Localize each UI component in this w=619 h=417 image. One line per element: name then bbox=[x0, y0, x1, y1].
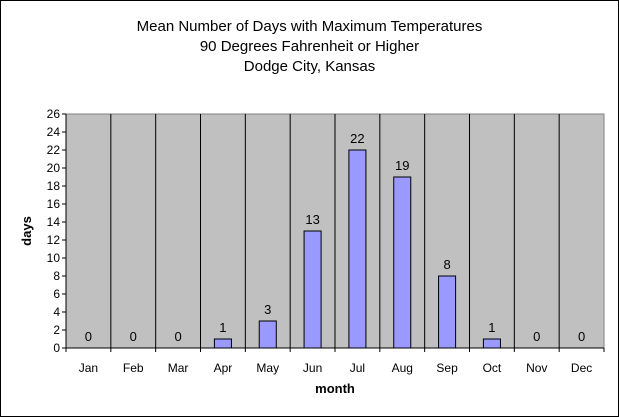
data-label-mar: 0 bbox=[174, 329, 181, 344]
data-label-oct: 1 bbox=[488, 320, 495, 335]
bar-may bbox=[258, 320, 277, 349]
x-tick-label-aug: Aug bbox=[392, 361, 413, 375]
data-label-dec: 0 bbox=[578, 329, 585, 344]
y-tick-label: 22 bbox=[47, 143, 61, 157]
x-tick-label-nov: Nov bbox=[526, 361, 547, 375]
chart-title-line-3: Dodge City, Kansas bbox=[243, 58, 376, 75]
x-tick-label-may: May bbox=[256, 361, 279, 375]
x-tick-label-apr: Apr bbox=[214, 361, 233, 375]
data-label-feb: 0 bbox=[130, 329, 137, 344]
x-tick-label-jul: Jul bbox=[350, 361, 365, 375]
y-tick-label: 18 bbox=[47, 179, 61, 193]
x-tick-label-dec: Dec bbox=[571, 361, 592, 375]
y-tick-label: 10 bbox=[47, 251, 61, 265]
y-tick-label: 20 bbox=[47, 161, 61, 175]
x-tick-label-feb: Feb bbox=[123, 361, 144, 375]
x-tick-label-mar: Mar bbox=[168, 361, 189, 375]
data-label-nov: 0 bbox=[533, 329, 540, 344]
data-label-jan: 0 bbox=[85, 329, 92, 344]
y-tick-label: 16 bbox=[47, 197, 61, 211]
bar-apr bbox=[213, 338, 232, 349]
x-axis-title: month bbox=[315, 381, 355, 396]
chart-title-line-2: 90 Degrees Fahrenheit or Higher bbox=[199, 38, 420, 55]
y-tick-label: 14 bbox=[47, 215, 61, 229]
data-label-may: 3 bbox=[264, 302, 271, 317]
chart-title: Mean Number of Days with Maximum Tempera… bbox=[1, 17, 618, 77]
bar-jun bbox=[303, 230, 322, 349]
y-tick-label: 12 bbox=[47, 233, 61, 247]
y-tick-label: 26 bbox=[47, 107, 61, 121]
bar-oct bbox=[482, 338, 501, 349]
y-tick-label: 8 bbox=[53, 269, 60, 283]
y-tick-label: 0 bbox=[53, 341, 60, 355]
y-tick-label: 2 bbox=[53, 323, 60, 337]
chart-title-line-1: Mean Number of Days with Maximum Tempera… bbox=[136, 18, 483, 35]
bar-sep bbox=[438, 275, 457, 349]
x-tick-label-jun: Jun bbox=[303, 361, 322, 375]
x-axis-ticks: Jan Feb Mar Apr May Jun Jul Aug Sep Oct Nov Dec bbox=[65, 348, 605, 375]
data-label-jul: 22 bbox=[350, 131, 364, 146]
data-label-sep: 8 bbox=[443, 257, 450, 272]
y-axis-title: days bbox=[19, 216, 34, 246]
bar-aug bbox=[393, 176, 412, 349]
bar-jul bbox=[348, 149, 367, 349]
data-label-aug: 19 bbox=[395, 158, 409, 173]
y-tick-label: 24 bbox=[47, 125, 61, 139]
x-tick-label-sep: Sep bbox=[436, 361, 458, 375]
data-label-apr: 1 bbox=[219, 320, 226, 335]
data-label-jun: 13 bbox=[305, 212, 319, 227]
y-tick-label: 6 bbox=[53, 287, 60, 301]
x-tick-label-jan: Jan bbox=[79, 361, 98, 375]
gridlines bbox=[110, 114, 560, 348]
x-tick-label-oct: Oct bbox=[483, 361, 502, 375]
y-tick-label: 4 bbox=[53, 305, 60, 319]
